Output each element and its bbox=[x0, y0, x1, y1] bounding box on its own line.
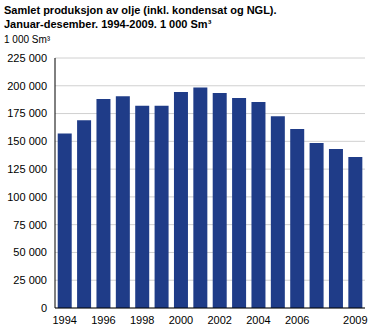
svg-text:1994: 1994 bbox=[52, 314, 76, 326]
svg-text:25 000: 25 000 bbox=[13, 274, 47, 286]
svg-text:1998: 1998 bbox=[130, 314, 154, 326]
svg-text:175 000: 175 000 bbox=[8, 107, 47, 119]
html-text:1 000 Sm³: 1 000 Sm³ bbox=[4, 34, 51, 45]
svg-text:2009: 2009 bbox=[343, 314, 365, 326]
svg-text:2006: 2006 bbox=[285, 314, 309, 326]
svg-text:2000: 2000 bbox=[169, 314, 193, 326]
svg-text:125 000: 125 000 bbox=[8, 163, 47, 175]
svg-text:2004: 2004 bbox=[246, 314, 270, 326]
svg-text:0: 0 bbox=[41, 302, 47, 314]
svg-text:75 000: 75 000 bbox=[13, 219, 47, 231]
svg-text:200 000: 200 000 bbox=[8, 80, 47, 92]
svg-text:150 000: 150 000 bbox=[8, 135, 47, 147]
svg-text:100 000: 100 000 bbox=[8, 191, 47, 203]
svg-text:225 000: 225 000 bbox=[8, 52, 47, 64]
html-text:Samlet produksjon av olje (ink: Samlet produksjon av olje (inkl. kondens… bbox=[4, 4, 277, 16]
html-text:Januar-desember. 1994-2009. 1: Januar-desember. 1994-2009. 1 000 Sm³ bbox=[4, 18, 212, 30]
svg-text:2002: 2002 bbox=[207, 314, 231, 326]
svg-text:50 000: 50 000 bbox=[13, 246, 47, 258]
svg-text:1996: 1996 bbox=[91, 314, 115, 326]
